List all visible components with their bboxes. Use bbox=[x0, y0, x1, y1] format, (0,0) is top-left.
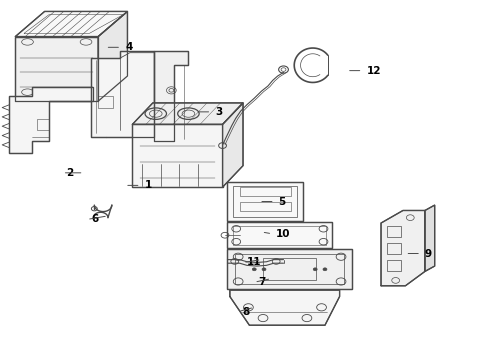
Bar bbox=[227, 182, 303, 221]
Text: 5: 5 bbox=[278, 197, 285, 207]
Ellipse shape bbox=[252, 268, 256, 271]
Text: 11: 11 bbox=[246, 257, 261, 267]
Text: 4: 4 bbox=[125, 42, 132, 52]
Text: 10: 10 bbox=[276, 229, 290, 239]
Polygon shape bbox=[229, 290, 339, 325]
Polygon shape bbox=[424, 205, 434, 271]
Polygon shape bbox=[227, 182, 303, 221]
Text: 3: 3 bbox=[215, 107, 222, 117]
Polygon shape bbox=[9, 87, 93, 153]
Polygon shape bbox=[380, 211, 424, 286]
Text: 12: 12 bbox=[366, 66, 380, 76]
Bar bbox=[227, 249, 351, 289]
Bar bbox=[233, 186, 297, 217]
Text: 6: 6 bbox=[91, 215, 98, 224]
Text: 9: 9 bbox=[424, 248, 431, 258]
Polygon shape bbox=[15, 37, 98, 101]
Bar bbox=[386, 243, 400, 254]
Bar bbox=[239, 187, 290, 196]
Polygon shape bbox=[227, 249, 351, 289]
Text: 2: 2 bbox=[66, 168, 74, 178]
Ellipse shape bbox=[323, 268, 326, 271]
Text: 8: 8 bbox=[242, 307, 249, 316]
Bar bbox=[233, 226, 326, 244]
Bar bbox=[386, 260, 400, 271]
Ellipse shape bbox=[313, 268, 317, 271]
Bar bbox=[227, 222, 331, 248]
Bar bbox=[98, 96, 113, 108]
Polygon shape bbox=[132, 103, 243, 125]
Bar bbox=[132, 125, 222, 187]
Polygon shape bbox=[132, 125, 222, 187]
Polygon shape bbox=[15, 12, 127, 37]
Polygon shape bbox=[154, 51, 188, 140]
Text: 7: 7 bbox=[258, 277, 265, 287]
Polygon shape bbox=[222, 103, 243, 187]
Polygon shape bbox=[91, 51, 154, 137]
Bar bbox=[386, 226, 400, 237]
Bar bbox=[37, 119, 49, 130]
Polygon shape bbox=[227, 222, 331, 248]
Text: 1: 1 bbox=[144, 180, 151, 190]
Ellipse shape bbox=[262, 268, 265, 271]
Polygon shape bbox=[98, 12, 127, 101]
Bar bbox=[239, 202, 290, 211]
Bar bbox=[234, 254, 344, 284]
Bar bbox=[262, 258, 316, 280]
